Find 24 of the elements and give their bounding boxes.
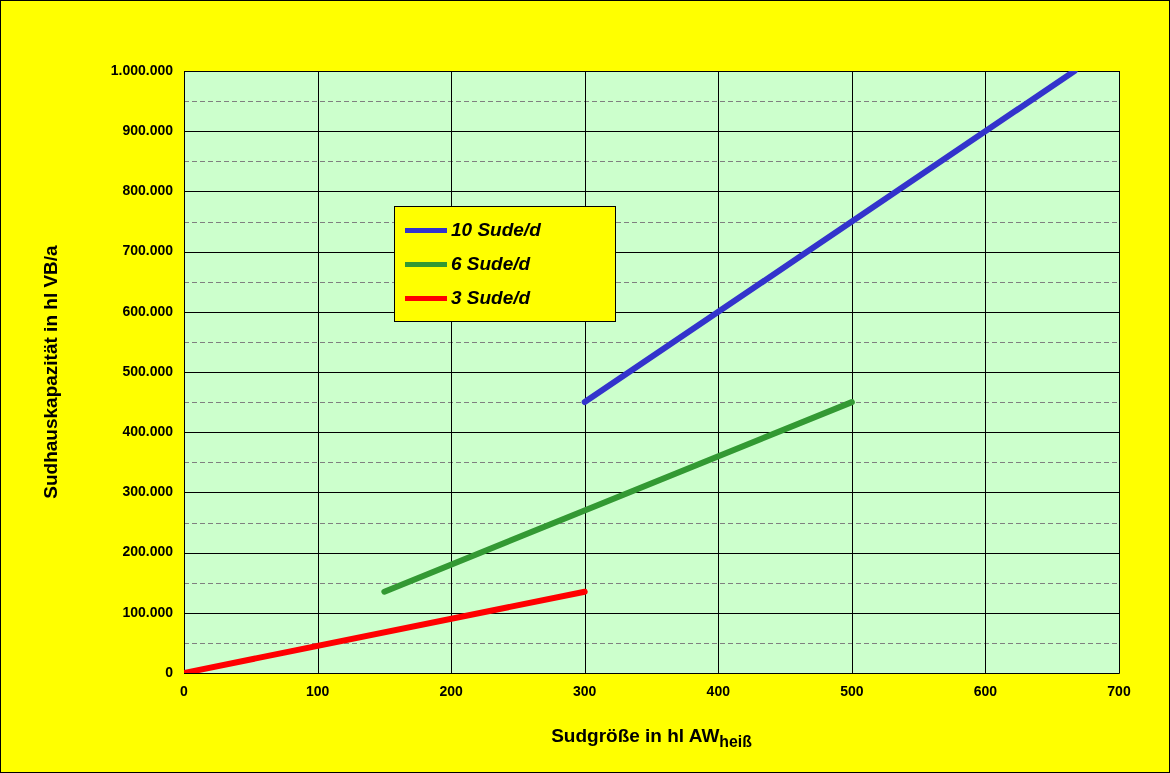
legend-label: 3 Sude/d — [451, 287, 531, 309]
y-tick-label: 100.000 — [122, 603, 174, 620]
y-axis-title: Sudhauskapazität in hl VB/a — [40, 245, 62, 499]
x-tick-label: 200 — [439, 683, 464, 700]
legend-label: 6 Sude/d — [451, 253, 531, 275]
x-tick-label: 400 — [706, 683, 731, 700]
x-tick-label: 0 — [180, 683, 189, 700]
y-tick-label: 700.000 — [122, 242, 174, 259]
legend-label: 10 Sude/d — [451, 219, 541, 241]
y-tick-label: 200.000 — [122, 543, 174, 560]
y-tick-label: 400.000 — [122, 423, 174, 440]
x-tick-label: 600 — [973, 683, 998, 700]
y-tick-label: 0 — [165, 663, 174, 680]
x-tick-label: 500 — [840, 683, 864, 700]
y-tick-label: 800.000 — [122, 182, 174, 199]
x-tick-label: 100 — [305, 683, 330, 700]
x-tick-label: 700 — [1107, 683, 1131, 700]
x-tick-label: 300 — [573, 683, 597, 700]
y-tick-label: 1.000.000 — [110, 61, 174, 78]
y-tick-label: 600.000 — [122, 302, 174, 319]
y-tick-label: 500.000 — [122, 362, 174, 379]
y-tick-label: 900.000 — [122, 122, 174, 139]
x-axis-title: Sudgröße in hl AW$_{heiß}$ — [551, 725, 752, 751]
y-tick-label: 300.000 — [122, 483, 174, 500]
